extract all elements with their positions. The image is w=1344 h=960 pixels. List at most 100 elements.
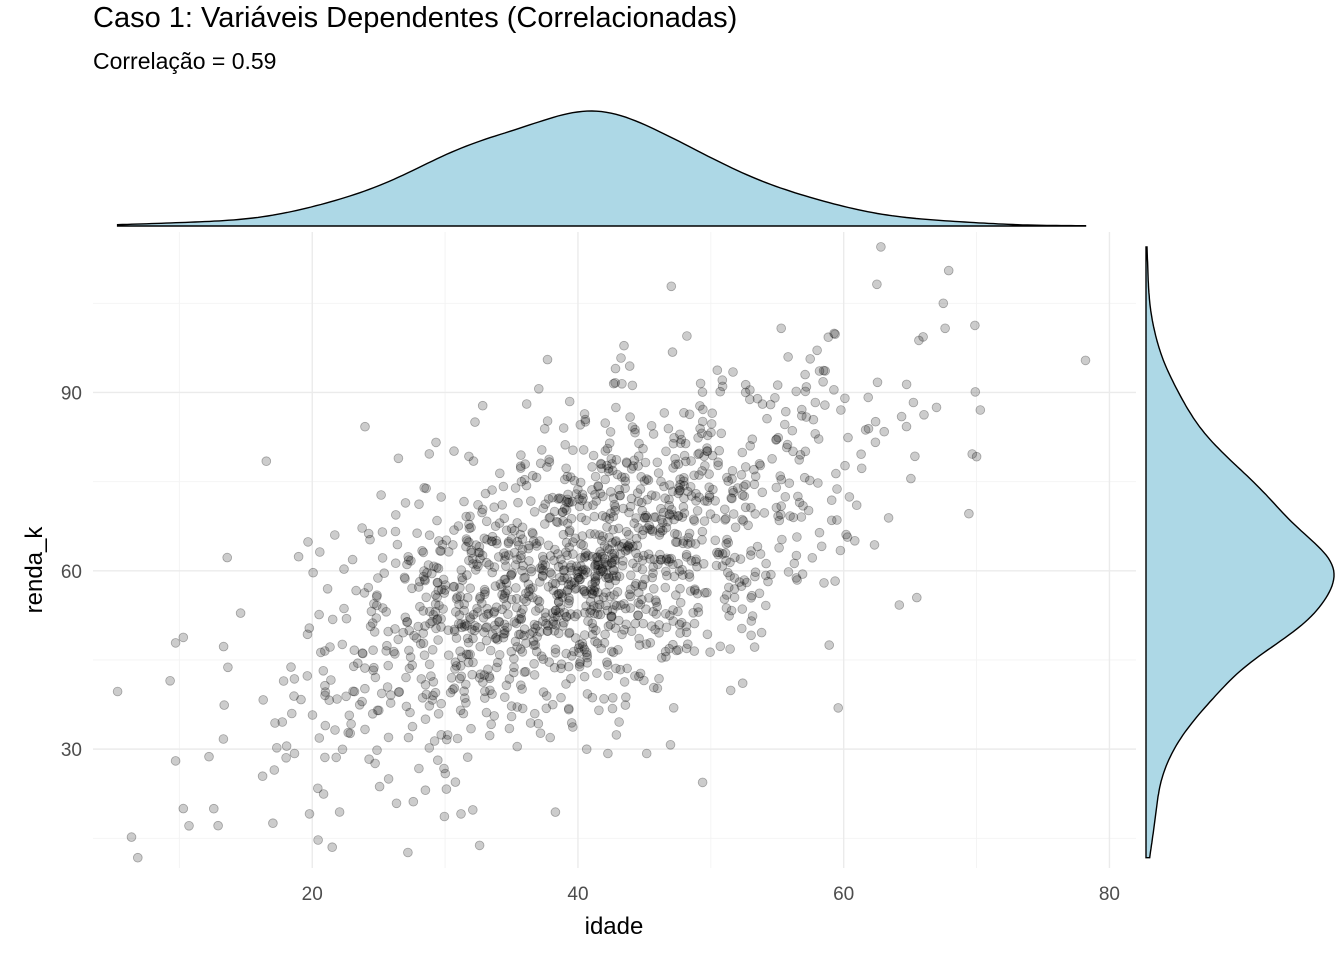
- data-point: [836, 405, 846, 415]
- data-point: [369, 627, 380, 637]
- data-point: [428, 609, 439, 620]
- data-point: [494, 468, 505, 479]
- data-point: [374, 781, 385, 792]
- data-point: [747, 611, 758, 621]
- data-point: [470, 417, 480, 427]
- data-point: [578, 584, 588, 595]
- data-point: [614, 717, 624, 727]
- data-point: [721, 555, 731, 566]
- data-point: [407, 721, 418, 732]
- data-point: [640, 457, 651, 468]
- data-point: [661, 554, 672, 565]
- data-point: [601, 559, 612, 570]
- data-point: [481, 635, 492, 646]
- data-point: [184, 820, 194, 831]
- data-point: [635, 599, 645, 610]
- data-point: [752, 541, 763, 552]
- data-point: [723, 582, 734, 593]
- data-point: [622, 458, 632, 469]
- data-point: [682, 486, 693, 497]
- data-point: [278, 676, 289, 686]
- data-point: [722, 534, 732, 545]
- data-point: [479, 589, 490, 600]
- data-point: [382, 682, 393, 692]
- data-point: [722, 472, 732, 483]
- data-point: [462, 592, 473, 603]
- data-point: [863, 392, 873, 403]
- data-point: [664, 554, 675, 564]
- data-point: [767, 453, 777, 464]
- data-point: [587, 579, 597, 589]
- data-point: [483, 664, 493, 675]
- data-point: [509, 662, 519, 673]
- data-point: [520, 666, 531, 677]
- data-point: [399, 572, 410, 583]
- data-point: [449, 624, 460, 635]
- data-point: [498, 629, 509, 639]
- data-point: [575, 419, 586, 430]
- data-point: [727, 465, 738, 476]
- data-point: [405, 652, 416, 662]
- data-point: [502, 585, 513, 596]
- data-point: [574, 647, 584, 658]
- data-point: [706, 427, 716, 438]
- data-point: [914, 335, 924, 346]
- data-point: [678, 538, 688, 549]
- data-point: [390, 624, 400, 634]
- data-point: [791, 550, 802, 561]
- data-point: [349, 645, 360, 655]
- data-point: [675, 597, 686, 608]
- data-point: [446, 672, 457, 683]
- data-point: [529, 658, 539, 669]
- density-area-x: [116, 110, 1087, 227]
- data-point: [810, 428, 820, 439]
- data-point: [713, 457, 723, 468]
- data-point: [632, 488, 643, 498]
- data-point: [695, 423, 705, 434]
- data-point: [363, 582, 374, 593]
- data-point: [637, 555, 648, 566]
- data-point: [580, 607, 590, 618]
- data-point: [487, 629, 498, 639]
- data-point: [424, 449, 435, 459]
- data-point: [415, 638, 426, 649]
- data-point: [609, 600, 620, 610]
- data-point: [424, 700, 435, 711]
- data-point: [436, 613, 446, 624]
- data-point: [568, 549, 578, 559]
- data-point: [565, 472, 576, 482]
- data-point: [610, 623, 621, 633]
- data-point: [373, 573, 383, 583]
- data-point: [547, 699, 558, 710]
- data-point: [618, 503, 629, 514]
- data-point: [653, 559, 663, 570]
- data-point: [577, 489, 588, 500]
- data-point: [423, 560, 434, 570]
- data-point: [402, 617, 412, 627]
- data-point: [585, 607, 595, 618]
- data-point: [737, 514, 747, 525]
- data-point: [640, 512, 650, 523]
- data-point: [565, 562, 576, 573]
- data-point: [430, 687, 441, 698]
- data-point: [531, 646, 542, 657]
- data-point: [771, 435, 781, 445]
- data-point: [780, 406, 791, 417]
- data-point: [491, 602, 502, 612]
- data-point: [812, 345, 822, 356]
- data-point: [661, 553, 672, 564]
- data-point: [515, 463, 526, 473]
- data-point: [669, 514, 679, 525]
- data-point: [372, 705, 383, 716]
- data-point: [178, 803, 189, 814]
- data-point: [604, 514, 615, 524]
- data-point: [732, 483, 743, 493]
- data-point: [512, 741, 522, 752]
- data-point: [805, 354, 815, 364]
- data-point: [620, 476, 631, 487]
- data-point: [712, 547, 722, 558]
- data-point: [450, 777, 461, 787]
- data-point: [479, 693, 490, 703]
- data-point: [597, 563, 607, 574]
